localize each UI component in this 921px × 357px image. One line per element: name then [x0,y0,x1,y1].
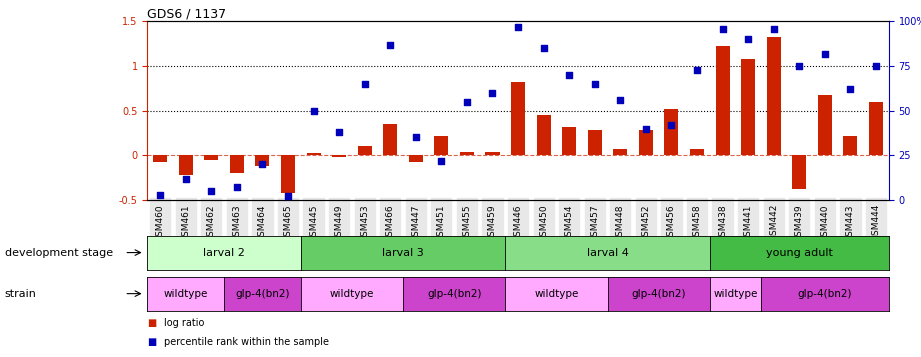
Bar [766,37,781,155]
Bar [511,82,525,155]
Bar [357,146,372,155]
Bar [869,102,883,155]
Bar [153,155,168,162]
Point [690,67,705,72]
Point [664,122,679,128]
Bar [485,152,499,155]
Point [306,108,321,114]
Bar [562,127,577,155]
Text: glp-4(bn2): glp-4(bn2) [798,288,852,299]
Bar [255,155,270,166]
Text: wildtype: wildtype [330,288,374,299]
Text: log ratio: log ratio [164,318,204,328]
Bar [383,124,397,155]
Point [588,81,602,87]
Bar [460,152,474,155]
Bar [639,130,653,155]
Text: strain: strain [5,288,37,299]
Point [255,161,270,167]
Text: larval 4: larval 4 [587,247,628,258]
Point [281,193,296,199]
Point [792,63,807,69]
Text: ■: ■ [147,318,157,328]
Bar [204,155,218,160]
Bar [281,155,295,193]
Bar [409,155,423,161]
Text: wildtype: wildtype [164,288,208,299]
Text: GDS6 / 1137: GDS6 / 1137 [147,7,227,20]
Bar [664,109,679,155]
Text: wildtype: wildtype [534,288,578,299]
Point [357,81,372,87]
Bar [588,130,601,155]
Point [536,45,551,51]
Text: wildtype: wildtype [713,288,758,299]
Point [818,51,833,56]
Point [383,42,398,47]
Text: glp-4(bn2): glp-4(bn2) [235,288,290,299]
Text: glp-4(bn2): glp-4(bn2) [427,288,482,299]
Bar [332,155,346,157]
Bar [741,59,755,155]
Text: glp-4(bn2): glp-4(bn2) [632,288,686,299]
Point [485,90,500,96]
Bar [792,155,806,189]
Point [460,99,474,105]
Bar [613,149,627,155]
Bar [179,155,192,175]
Bar [844,136,857,155]
Point [716,26,730,31]
Point [869,63,883,69]
Text: percentile rank within the sample: percentile rank within the sample [164,337,329,347]
Point [766,26,781,31]
Point [843,86,857,92]
Point [510,24,525,30]
Text: larval 2: larval 2 [204,247,245,258]
Bar [230,155,244,173]
Bar [537,115,551,155]
Text: development stage: development stage [5,247,112,258]
Bar [716,46,729,155]
Point [562,72,577,78]
Point [332,129,346,135]
Point [153,192,168,197]
Bar [307,152,321,155]
Point [638,126,653,131]
Text: young adult: young adult [766,247,833,258]
Bar [435,136,449,155]
Point [229,185,244,190]
Text: ■: ■ [147,337,157,347]
Point [408,135,423,140]
Point [740,36,755,42]
Text: larval 3: larval 3 [382,247,424,258]
Point [204,188,218,194]
Bar [690,149,704,155]
Point [434,158,449,164]
Bar [818,95,832,155]
Point [613,97,628,103]
Point [179,176,193,181]
